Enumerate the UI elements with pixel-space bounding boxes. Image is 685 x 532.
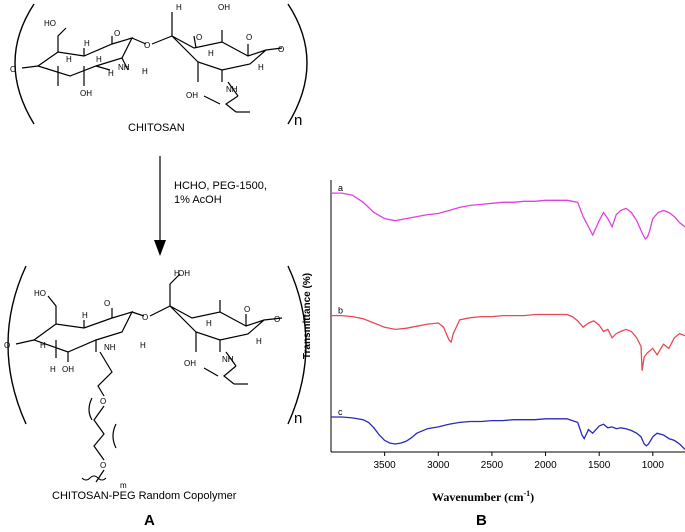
repeat-n-bottom: n: [294, 410, 303, 427]
atom-label: H: [174, 269, 180, 278]
chitosan-caption: CHITOSAN: [128, 122, 185, 134]
spectrum-a: [331, 192, 685, 241]
chitosan-scheme: HO O H H OH O H H NH H O H OH O H OH O N…: [4, 3, 308, 490]
atom-label: OH: [218, 3, 230, 12]
atom-label: H: [206, 319, 212, 328]
atom-label: H: [50, 365, 56, 374]
x-axis-label: Wavenumber (cm-1): [432, 489, 534, 505]
atom-label: O: [196, 33, 202, 42]
atom-label: O: [244, 305, 250, 314]
reaction-conditions-line2: 1% AcOH: [174, 194, 222, 206]
atom-label: O: [144, 41, 150, 50]
x-tick-label-2000: 2000: [534, 460, 557, 471]
spectrum-b: [331, 313, 685, 371]
atom-label: H: [176, 3, 182, 12]
atom-label: NH: [226, 85, 238, 94]
atom-label: O: [114, 29, 120, 38]
x-tick-label-3500: 3500: [374, 460, 397, 471]
atom-label: H: [96, 55, 102, 64]
atom-label: H: [82, 311, 88, 320]
atom-label: H: [66, 55, 72, 64]
atom-label: H: [140, 341, 146, 350]
atom-label: O: [246, 33, 252, 42]
right-bracket-top: [287, 3, 308, 125]
atom-label: H: [258, 63, 264, 72]
atom-label: OH: [184, 359, 196, 368]
panel-letter-a: A: [144, 512, 155, 529]
atom-label: HO: [34, 289, 46, 298]
x-axis-label-text: Wavenumber (cm: [432, 490, 524, 504]
atom-label: O: [4, 341, 10, 350]
atom-label: O: [100, 397, 106, 406]
atom-label: H: [256, 337, 262, 346]
atom-label: NH: [104, 343, 116, 352]
atom-label: O: [142, 313, 148, 322]
panel-letter-b: B: [476, 512, 487, 529]
chitosan-peg-atom-labels: HO O H H H OH NH O H O O m O H OH H OH O…: [4, 269, 280, 490]
curve-label-c: c: [338, 407, 343, 417]
y-axis-label: Transmittance (%): [302, 273, 313, 359]
atom-label: O: [278, 45, 284, 54]
atom-label: OH: [62, 365, 74, 374]
atom-label: H: [40, 341, 46, 350]
chitosan-atom-labels: HO O H H OH O H H NH H O H OH O H OH O N…: [10, 3, 284, 100]
atom-label: H: [108, 69, 114, 78]
chitosan-peg-structure: [15, 273, 283, 483]
x-tick-label-1000: 1000: [642, 460, 665, 471]
atom-label: HO: [44, 19, 56, 28]
left-bracket-bottom: [7, 265, 27, 425]
right-bracket-bottom: [287, 265, 307, 425]
reaction-conditions-line1: HCHO, PEG-1500,: [174, 180, 267, 192]
x-tick-label-1500: 1500: [588, 460, 611, 471]
curve-label-a: a: [338, 183, 343, 193]
atom-label: H: [142, 67, 148, 76]
atom-label: OH: [80, 89, 92, 98]
reaction-arrow-head: [154, 240, 166, 256]
chitosan-structure: [21, 12, 283, 113]
atom-label: NH: [118, 63, 130, 72]
curve-label-b: b: [338, 306, 343, 316]
copolymer-caption: CHITOSAN-PEG Random Copolymer: [52, 490, 237, 502]
left-bracket-top: [14, 3, 35, 125]
atom-label: H: [208, 49, 214, 58]
atom-label: O: [104, 299, 110, 308]
atom-label: O: [100, 461, 106, 470]
spectrum-c: [331, 416, 685, 450]
x-tick-label-3000: 3000: [427, 460, 450, 471]
repeat-n-top: n: [294, 112, 303, 129]
atom-label: OH: [186, 91, 198, 100]
atom-label: O: [274, 315, 280, 324]
ftir-chart: 3500 3000 2500 2000 1500 1000 a b c Transmittan…: [302, 180, 685, 471]
peg-repeat-m: m: [120, 481, 127, 490]
atom-label: H: [84, 39, 90, 48]
x-tick-label-2500: 2500: [481, 460, 504, 471]
x-axis-label-sup: -1: [523, 489, 531, 498]
atom-label: OH: [178, 269, 190, 278]
atom-label: O: [10, 65, 16, 74]
x-axis-label-close: ): [530, 490, 535, 504]
atom-label: NH: [222, 355, 234, 364]
